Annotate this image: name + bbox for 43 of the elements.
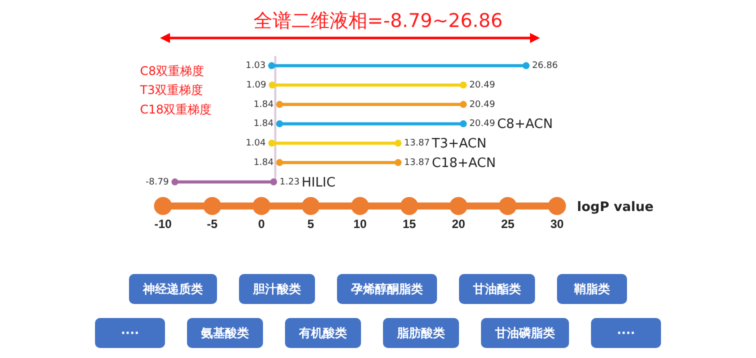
annotation: -8.79	[146, 177, 170, 188]
x-tick-label: 10	[353, 217, 367, 232]
annotation: 1.84	[254, 119, 274, 130]
text: 氨基酸类	[187, 318, 263, 348]
x-tick-label: 20	[452, 217, 466, 232]
y-tick-label: HILIC	[302, 175, 336, 190]
annotation: 20.49	[469, 119, 496, 130]
y-tick-label: T3双重梯度	[139, 83, 203, 98]
x-tick-label: -5	[206, 217, 218, 232]
x-axis-title: logP value	[577, 200, 654, 215]
x-tick-label: 0	[258, 217, 266, 232]
y-tick-label: C18双重梯度	[140, 102, 212, 117]
text: 胆汁酸类	[239, 274, 315, 304]
annotation: 1.03	[246, 61, 266, 72]
annotation: 1.23	[280, 177, 300, 188]
x-tick-label: -10	[154, 217, 172, 232]
text: ····	[95, 318, 165, 348]
annotation: 13.87	[404, 138, 430, 149]
y-tick-label: C8+ACN	[497, 117, 553, 132]
text: 脂肪酸类	[383, 318, 459, 348]
annotation: 20.49	[469, 80, 496, 90]
y-tick-label: C18+ACN	[432, 156, 496, 171]
text: 甘油磷脂类	[481, 318, 569, 348]
x-tick-label: 25	[501, 217, 515, 232]
text: 孕烯醇酮脂类	[337, 274, 437, 304]
x-tick-label: 30	[550, 217, 564, 232]
annotation: 20.49	[469, 100, 496, 110]
annotation: 1.09	[246, 80, 267, 90]
text: 有机酸类	[285, 318, 361, 348]
annotation: 26.86	[532, 61, 558, 72]
chart-title: 全谱二维液相=-8.79~26.86	[252, 9, 504, 34]
annotation: 13.87	[404, 158, 430, 168]
text: 甘油酯类	[459, 274, 535, 304]
x-tick-label: 5	[307, 217, 314, 232]
annotation: 1.84	[254, 158, 274, 168]
annotation: 1.84	[254, 100, 274, 110]
text: 鞘脂类	[557, 274, 627, 304]
y-tick-label: C8双重梯度	[140, 64, 204, 78]
annotation: 1.04	[246, 138, 266, 149]
text: 神经递质类	[129, 274, 217, 304]
y-tick-label: T3+ACN	[430, 136, 486, 152]
text: ····	[591, 318, 661, 348]
x-tick-label: 15	[402, 217, 416, 232]
